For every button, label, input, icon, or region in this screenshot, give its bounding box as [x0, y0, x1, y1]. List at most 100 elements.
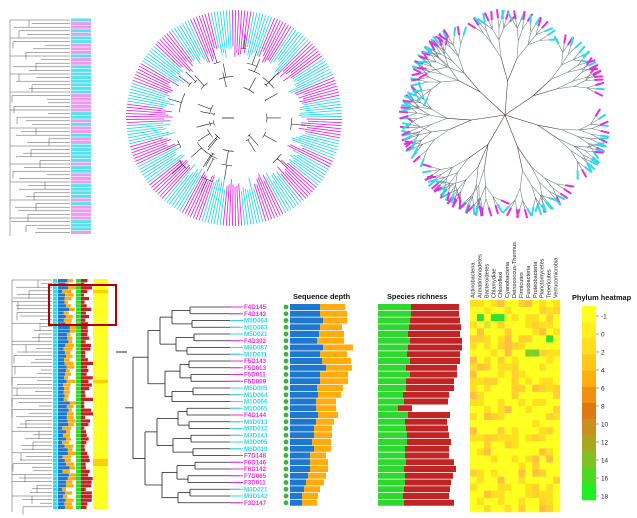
unrooted-branch — [586, 146, 596, 150]
circular-leaf — [216, 11, 225, 54]
overview-heatmap-cell — [93, 358, 108, 362]
heatmap-cell — [504, 490, 512, 499]
heatmap-cell — [497, 490, 505, 499]
heatmap-cell — [504, 448, 512, 456]
leaf-mark — [71, 180, 91, 184]
heatmap-cell — [546, 413, 554, 421]
unrooted-leaf — [412, 67, 422, 74]
unrooted-leaf — [515, 208, 519, 218]
overview-richness-bar — [76, 372, 81, 376]
unrooted-branch — [562, 43, 565, 53]
overview-leaf-mark — [53, 462, 57, 466]
unrooted-branch — [539, 182, 550, 192]
circular-leaf — [133, 144, 168, 160]
overview-richness-bar — [76, 300, 81, 304]
unrooted-branch — [444, 44, 447, 55]
overview-depth-bar — [66, 480, 73, 484]
overview-richness-bar — [81, 495, 92, 499]
overview-richness-bar — [81, 311, 86, 315]
overview-richness-bar — [81, 307, 92, 311]
heatmap-cell — [525, 363, 533, 371]
unrooted-branch — [492, 196, 496, 206]
circular-leaf — [300, 122, 342, 127]
leaf-mark — [71, 76, 91, 80]
unrooted-branch — [522, 19, 524, 29]
unrooted-leaf — [433, 184, 441, 193]
unrooted-branch — [411, 131, 420, 137]
overview-richness-bar — [81, 466, 86, 470]
heatmap-cell — [497, 370, 505, 378]
heatmap-cell — [546, 391, 554, 400]
heatmap-cell — [546, 490, 554, 499]
overview-depth-bar — [58, 473, 69, 477]
heatmap-cell — [497, 363, 505, 371]
heatmap-cell — [525, 448, 533, 456]
overview-richness-bar — [81, 361, 94, 365]
overview-depth-bar — [62, 426, 72, 430]
overview-richness-bar — [76, 318, 81, 322]
heatmap-cell — [470, 406, 478, 414]
heatmap-cell — [483, 335, 491, 343]
unrooted-leaf — [587, 162, 596, 171]
overview-leaf-mark — [53, 343, 57, 347]
circular-leaf — [238, 10, 243, 56]
unrooted-branch — [410, 132, 420, 136]
circular-leaf — [147, 154, 185, 184]
heatmap-cell — [476, 455, 485, 463]
depth-bar-orange — [316, 405, 336, 412]
circular-leaf — [149, 159, 182, 186]
overview-leaf-mark — [53, 394, 57, 398]
unrooted-branch — [582, 154, 592, 160]
overview-leaf-mark — [53, 405, 57, 409]
heatmap-cell — [553, 483, 561, 491]
leaf-dot — [283, 480, 289, 485]
overview-leaf-mark — [53, 419, 57, 423]
unrooted-branch — [418, 131, 432, 136]
unrooted-leaf — [600, 129, 610, 134]
richness-bar-red — [405, 418, 447, 425]
circular-leaf — [295, 136, 338, 151]
unrooted-leaf — [451, 197, 457, 208]
unrooted-branch — [573, 145, 586, 152]
heatmap-cell — [546, 406, 554, 414]
unrooted-branch — [409, 127, 419, 132]
unrooted-branch — [557, 138, 574, 147]
tree-branches — [9, 19, 70, 236]
overview-heatmap-cell — [93, 318, 108, 323]
overview-richness-bar — [81, 484, 92, 488]
heatmap-cell — [497, 342, 505, 350]
overview-richness-bar — [76, 286, 81, 290]
heatmap-cell — [470, 497, 478, 506]
circular-leaf — [291, 139, 336, 157]
depth-bar-blue — [290, 425, 314, 432]
unrooted-leaf — [506, 207, 512, 217]
overview-richness-bar — [76, 462, 81, 466]
unrooted-branch — [535, 27, 543, 35]
heatmap-cell — [497, 321, 505, 329]
overview-richness-bar — [81, 351, 86, 355]
unrooted-branch — [427, 58, 437, 63]
heatmap-cell — [483, 462, 491, 470]
circular-leaf — [126, 103, 164, 110]
unrooted-branch — [442, 41, 451, 48]
overview-leaf-mark — [53, 430, 57, 434]
richness-bar-green — [378, 493, 403, 499]
legend-tick-label: 16 — [601, 475, 609, 482]
circular-leaf — [155, 161, 189, 193]
unrooted-branch — [491, 20, 493, 30]
overview-leaf-mark — [53, 484, 57, 488]
overview-heatmap-cell — [93, 300, 108, 305]
overview-heatmap-cell — [93, 394, 108, 398]
leaf-label: M3D005 — [244, 439, 268, 446]
unrooted-branch — [533, 88, 557, 97]
overview-depth-bar — [66, 304, 71, 308]
overview-leaf-mark — [53, 340, 57, 344]
heatmap-cell — [504, 384, 512, 393]
leaf-mark — [71, 108, 91, 112]
overview-heatmap-cell — [93, 325, 108, 330]
unrooted-branch — [539, 194, 547, 203]
legend-swatch — [582, 467, 596, 485]
circular-leaf — [257, 177, 276, 219]
unrooted-branch — [438, 46, 445, 55]
overview-depth-bar — [58, 340, 69, 344]
